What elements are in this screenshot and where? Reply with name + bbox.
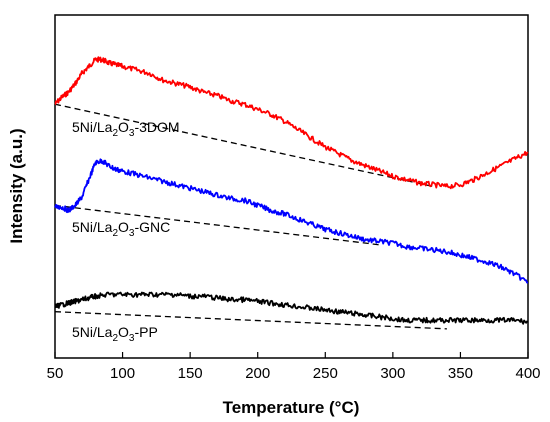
series-label-gnc: 5Ni/La2O3-GNC bbox=[72, 219, 170, 239]
series-line-gnc bbox=[54, 158, 529, 284]
plot-frame bbox=[54, 14, 529, 359]
series-label-pp: 5Ni/La2O3-PP bbox=[72, 324, 158, 344]
series-label-part: 3 bbox=[129, 333, 135, 344]
x-tick-label: 100 bbox=[110, 365, 135, 382]
y-axis-title: Intensity (a.u.) bbox=[7, 128, 26, 243]
x-tick-label: 300 bbox=[380, 365, 405, 382]
series-line-pp bbox=[54, 291, 529, 325]
baseline-3dom bbox=[54, 103, 434, 188]
series-label-part: 3 bbox=[129, 128, 135, 139]
x-tick-label: 50 bbox=[47, 365, 64, 382]
series-lines bbox=[54, 56, 529, 325]
series-label-part: -3DOM bbox=[134, 119, 179, 135]
series-label-3dom: 5Ni/La2O3-3DOM bbox=[72, 119, 180, 139]
x-tick-label: 150 bbox=[178, 365, 203, 382]
series-label-part: 5Ni/La bbox=[72, 324, 113, 340]
baseline-gnc bbox=[54, 204, 380, 246]
series-label-part: O bbox=[118, 119, 129, 135]
series-label-part: 5Ni/La bbox=[72, 119, 113, 135]
series-label-part: 2 bbox=[112, 228, 118, 239]
series-label-part: 5Ni/La bbox=[72, 219, 113, 235]
x-tick-label: 400 bbox=[515, 365, 540, 382]
series-label-part: O bbox=[118, 219, 129, 235]
series-label-part: O bbox=[118, 324, 129, 340]
x-axis-title: Temperature (°C) bbox=[223, 398, 360, 417]
series-line-3dom bbox=[54, 56, 529, 190]
series-label-part: 3 bbox=[129, 228, 135, 239]
series-label-part: 2 bbox=[112, 333, 118, 344]
baseline-pp bbox=[54, 311, 447, 330]
series-label-part: -PP bbox=[134, 324, 157, 340]
series-label-part: -GNC bbox=[134, 219, 170, 235]
x-axis: 50 100 150 200 250 300 350 400 bbox=[47, 352, 541, 382]
x-tick-label: 250 bbox=[313, 365, 338, 382]
x-tick-label: 350 bbox=[448, 365, 473, 382]
baselines bbox=[54, 103, 447, 330]
x-tick-label: 200 bbox=[245, 365, 270, 382]
series-label-part: 2 bbox=[112, 128, 118, 139]
